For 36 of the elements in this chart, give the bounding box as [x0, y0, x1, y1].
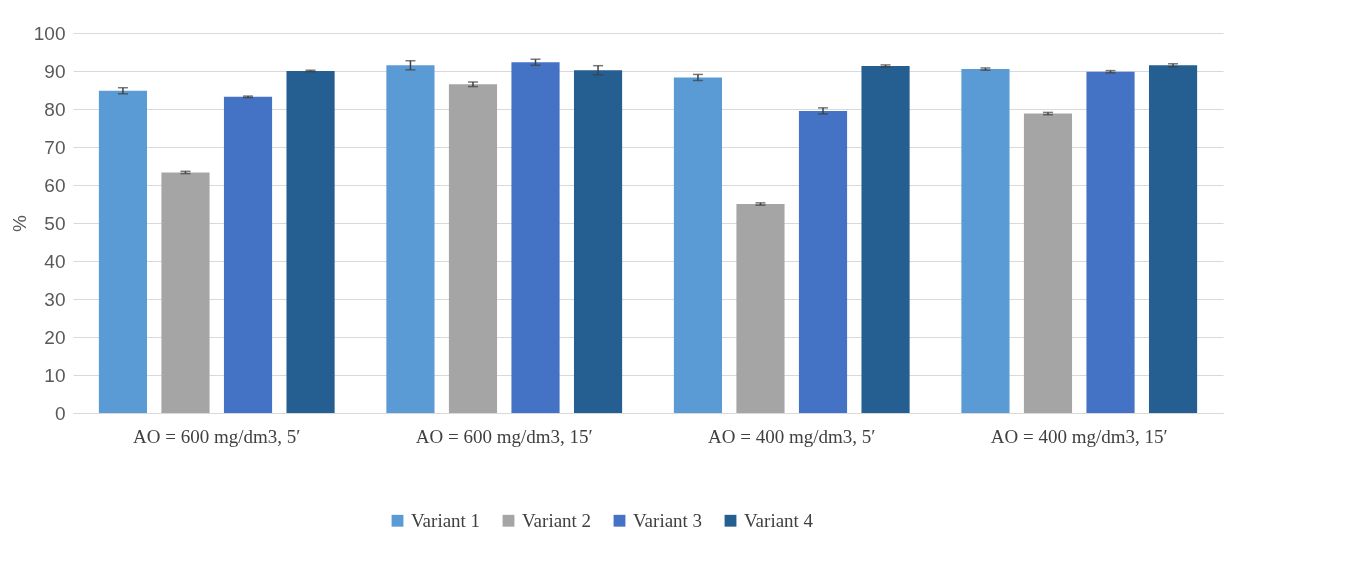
- y-tick-label: 60: [44, 174, 66, 196]
- bar: [223, 96, 273, 413]
- bar: [961, 69, 1010, 413]
- bar: [511, 62, 560, 413]
- bar: [286, 71, 335, 413]
- legend-label: Variant 3: [633, 509, 703, 531]
- bar: [673, 77, 723, 413]
- legend-label: Variant 1: [411, 509, 481, 531]
- y-tick-label: 90: [44, 60, 66, 82]
- y-tick-label: 70: [44, 136, 66, 158]
- legend-label: Variant 4: [744, 509, 814, 531]
- y-tick-label: 30: [44, 288, 66, 310]
- bar: [798, 110, 848, 413]
- bar: [1023, 113, 1073, 413]
- x-tick-label: AO = 400 mg/dm3, 5′: [708, 425, 876, 447]
- bar: [386, 65, 435, 413]
- x-tick-label: AO = 400 mg/dm3, 15′: [990, 425, 1168, 447]
- y-tick-label: 80: [44, 98, 66, 120]
- bar: [861, 66, 910, 413]
- bar: [98, 90, 148, 413]
- y-tick-label: 50: [44, 212, 66, 234]
- bar: [1086, 71, 1135, 413]
- legend-label: Variant 2: [522, 509, 592, 531]
- y-tick-label: 20: [44, 326, 66, 348]
- y-axis-title: %: [8, 214, 30, 232]
- x-tick-label: AO = 600 mg/dm3, 5′: [133, 425, 301, 447]
- y-tick-label: 40: [44, 250, 66, 272]
- bar: [573, 70, 623, 413]
- bar: [448, 84, 498, 413]
- y-tick-label: 10: [44, 364, 66, 386]
- bar: [161, 172, 210, 413]
- y-tick-label: 0: [54, 402, 66, 424]
- bar: [1148, 65, 1198, 413]
- y-tick-label: 100: [33, 22, 66, 44]
- x-tick-label: AO = 600 mg/dm3, 15′: [415, 425, 593, 447]
- bar: [736, 204, 785, 413]
